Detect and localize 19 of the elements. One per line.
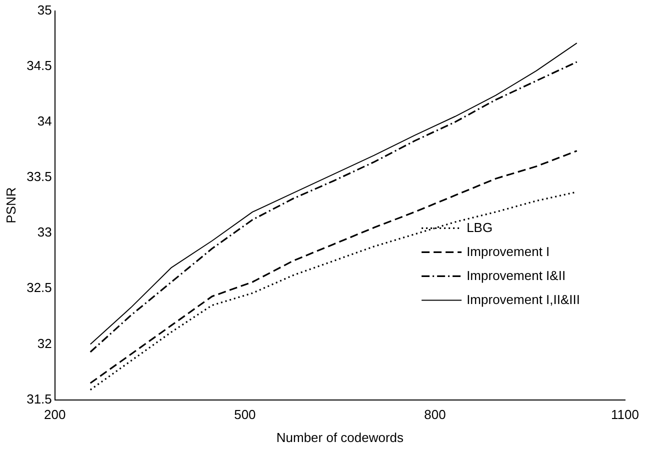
y-tick-label: 33.5 (26, 169, 52, 184)
y-tick-label: 34 (37, 114, 52, 129)
y-tick-label: 32.5 (26, 280, 52, 296)
x-tick-label: 800 (424, 407, 446, 422)
x-tick-label: 200 (44, 407, 66, 422)
y-tick-label: 34.5 (26, 58, 52, 73)
legend-label: Improvement I&II (466, 268, 566, 283)
y-tick-label: 32 (37, 336, 52, 351)
x-tick-label: 500 (234, 407, 256, 422)
line-series (90, 150, 578, 384)
x-tick-label: 1100 (611, 407, 639, 422)
legend-label: Improvement I (466, 244, 550, 259)
y-axis-title: PSNR (3, 187, 18, 224)
legend-label: Improvement I,II&III (466, 292, 580, 307)
legend-label: LBG (466, 220, 493, 235)
y-tick-label: 35 (37, 2, 52, 18)
x-axis-title: Number of codewords (276, 430, 404, 445)
y-tick-label: 31.5 (26, 391, 52, 406)
y-tick-label: 33 (37, 224, 52, 240)
